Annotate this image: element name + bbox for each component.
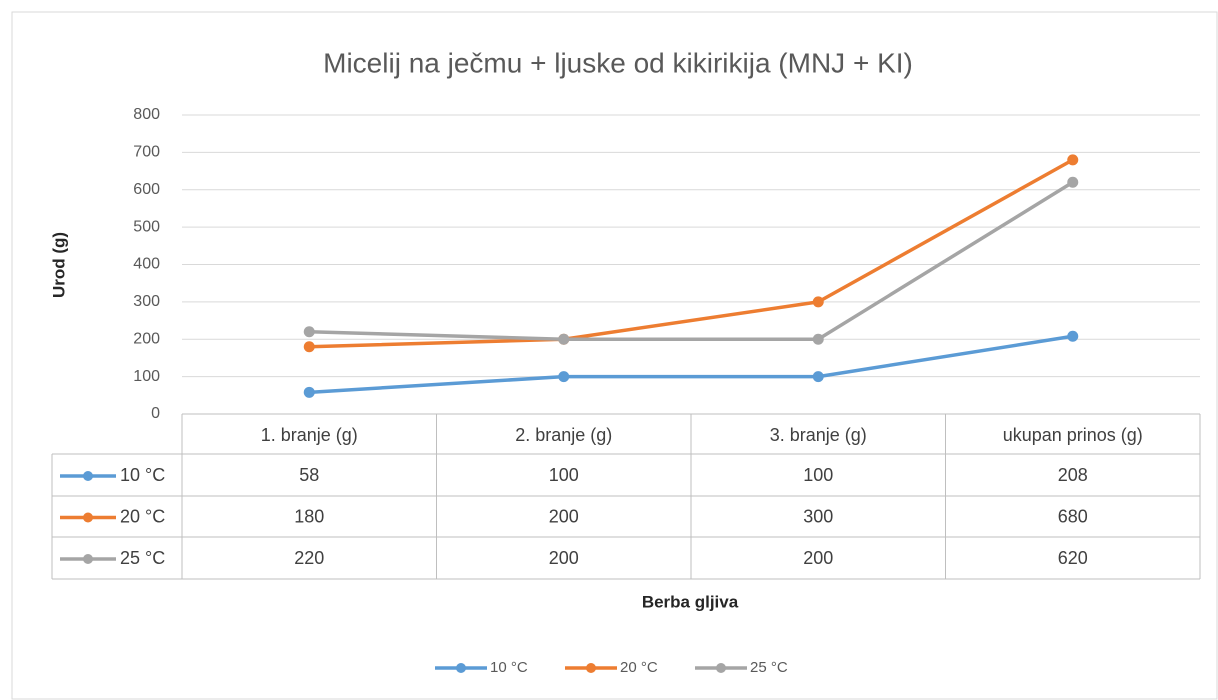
legend-key-marker (456, 663, 466, 673)
legend-key-marker (716, 663, 726, 673)
x-tick-label: 2. branje (g) (515, 425, 612, 445)
x-tick-label: 3. branje (g) (770, 425, 867, 445)
table-cell: 300 (803, 506, 833, 526)
table-row-label: 10 °C (120, 465, 165, 485)
marker (303, 386, 315, 398)
series-line (309, 158, 1074, 349)
legend-label: 20 °C (620, 659, 658, 676)
chart-title: Micelij na ječmu + ljuske od kikirikija … (323, 47, 913, 78)
marker (303, 341, 315, 353)
table-cell: 200 (803, 548, 833, 568)
legend-key-marker (83, 471, 93, 481)
marker (558, 333, 570, 345)
chart-border (11, 11, 1218, 700)
y-tick-label: 200 (133, 330, 160, 347)
x-tick-label: 1. branje (g) (261, 425, 358, 445)
marker (1067, 330, 1079, 342)
marker (1067, 154, 1079, 166)
marker (812, 333, 824, 345)
table-cell: 58 (299, 465, 319, 485)
table-cell: 620 (1058, 548, 1088, 568)
y-tick-label: 700 (133, 144, 160, 161)
legend-key-marker (586, 663, 596, 673)
legend-label: 25 °C (750, 659, 788, 676)
y-tick-label: 100 (133, 368, 160, 385)
legend-key-marker (83, 512, 93, 523)
marker (558, 371, 570, 383)
table-row-label: 20 °C (120, 506, 165, 526)
y-tick-label: 0 (151, 405, 160, 422)
table-cell: 208 (1058, 465, 1088, 485)
y-tick-label: 800 (133, 106, 160, 123)
table-cell: 200 (549, 548, 579, 568)
legend-label: 10 °C (490, 659, 528, 676)
y-tick-label: 300 (133, 293, 160, 310)
x-tick-label: ukupan prinos (g) (1003, 425, 1143, 445)
table-row-label: 25 °C (120, 548, 165, 568)
legend-key-marker (83, 554, 93, 564)
x-axis-label: Berba gljiva (642, 592, 739, 611)
table-cell: 680 (1058, 506, 1088, 526)
y-tick-label: 400 (133, 256, 160, 273)
marker (812, 296, 824, 308)
table-cell: 220 (294, 548, 324, 568)
y-tick-label: 600 (133, 181, 160, 198)
series-line (309, 180, 1074, 341)
table-cell: 100 (803, 465, 833, 485)
marker (1067, 176, 1079, 188)
y-axis-label: Urod (g) (49, 232, 68, 298)
table-cell: 200 (549, 506, 579, 526)
marker (303, 326, 315, 338)
series-line (309, 334, 1074, 395)
table-cell: 180 (294, 506, 324, 526)
table-cell: 100 (549, 465, 579, 485)
y-tick-label: 500 (133, 218, 160, 235)
marker (812, 371, 824, 383)
